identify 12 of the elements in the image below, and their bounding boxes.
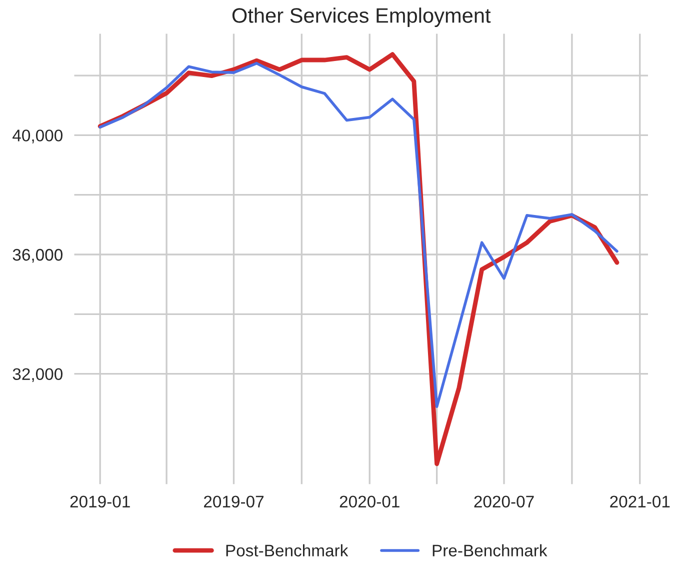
y-tick-label: 32,000	[12, 368, 62, 382]
x-tick-label: 2019-07	[204, 496, 264, 508]
x-tick-label: 2019-01	[70, 496, 130, 508]
y-tick-label: 40,000	[12, 130, 62, 144]
legend-label: Post-Benchmark	[226, 544, 348, 556]
chart-title: Other Services Employment	[232, 8, 491, 27]
legend-label: Pre-Benchmark	[432, 544, 548, 556]
x-tick-label: 2021-01	[610, 496, 670, 508]
y-tick-label: 36,000	[12, 248, 62, 263]
x-tick-label: 2020-07	[474, 496, 534, 508]
line-series	[98, 62, 618, 408]
x-tick-label: 2020-01	[340, 496, 400, 508]
